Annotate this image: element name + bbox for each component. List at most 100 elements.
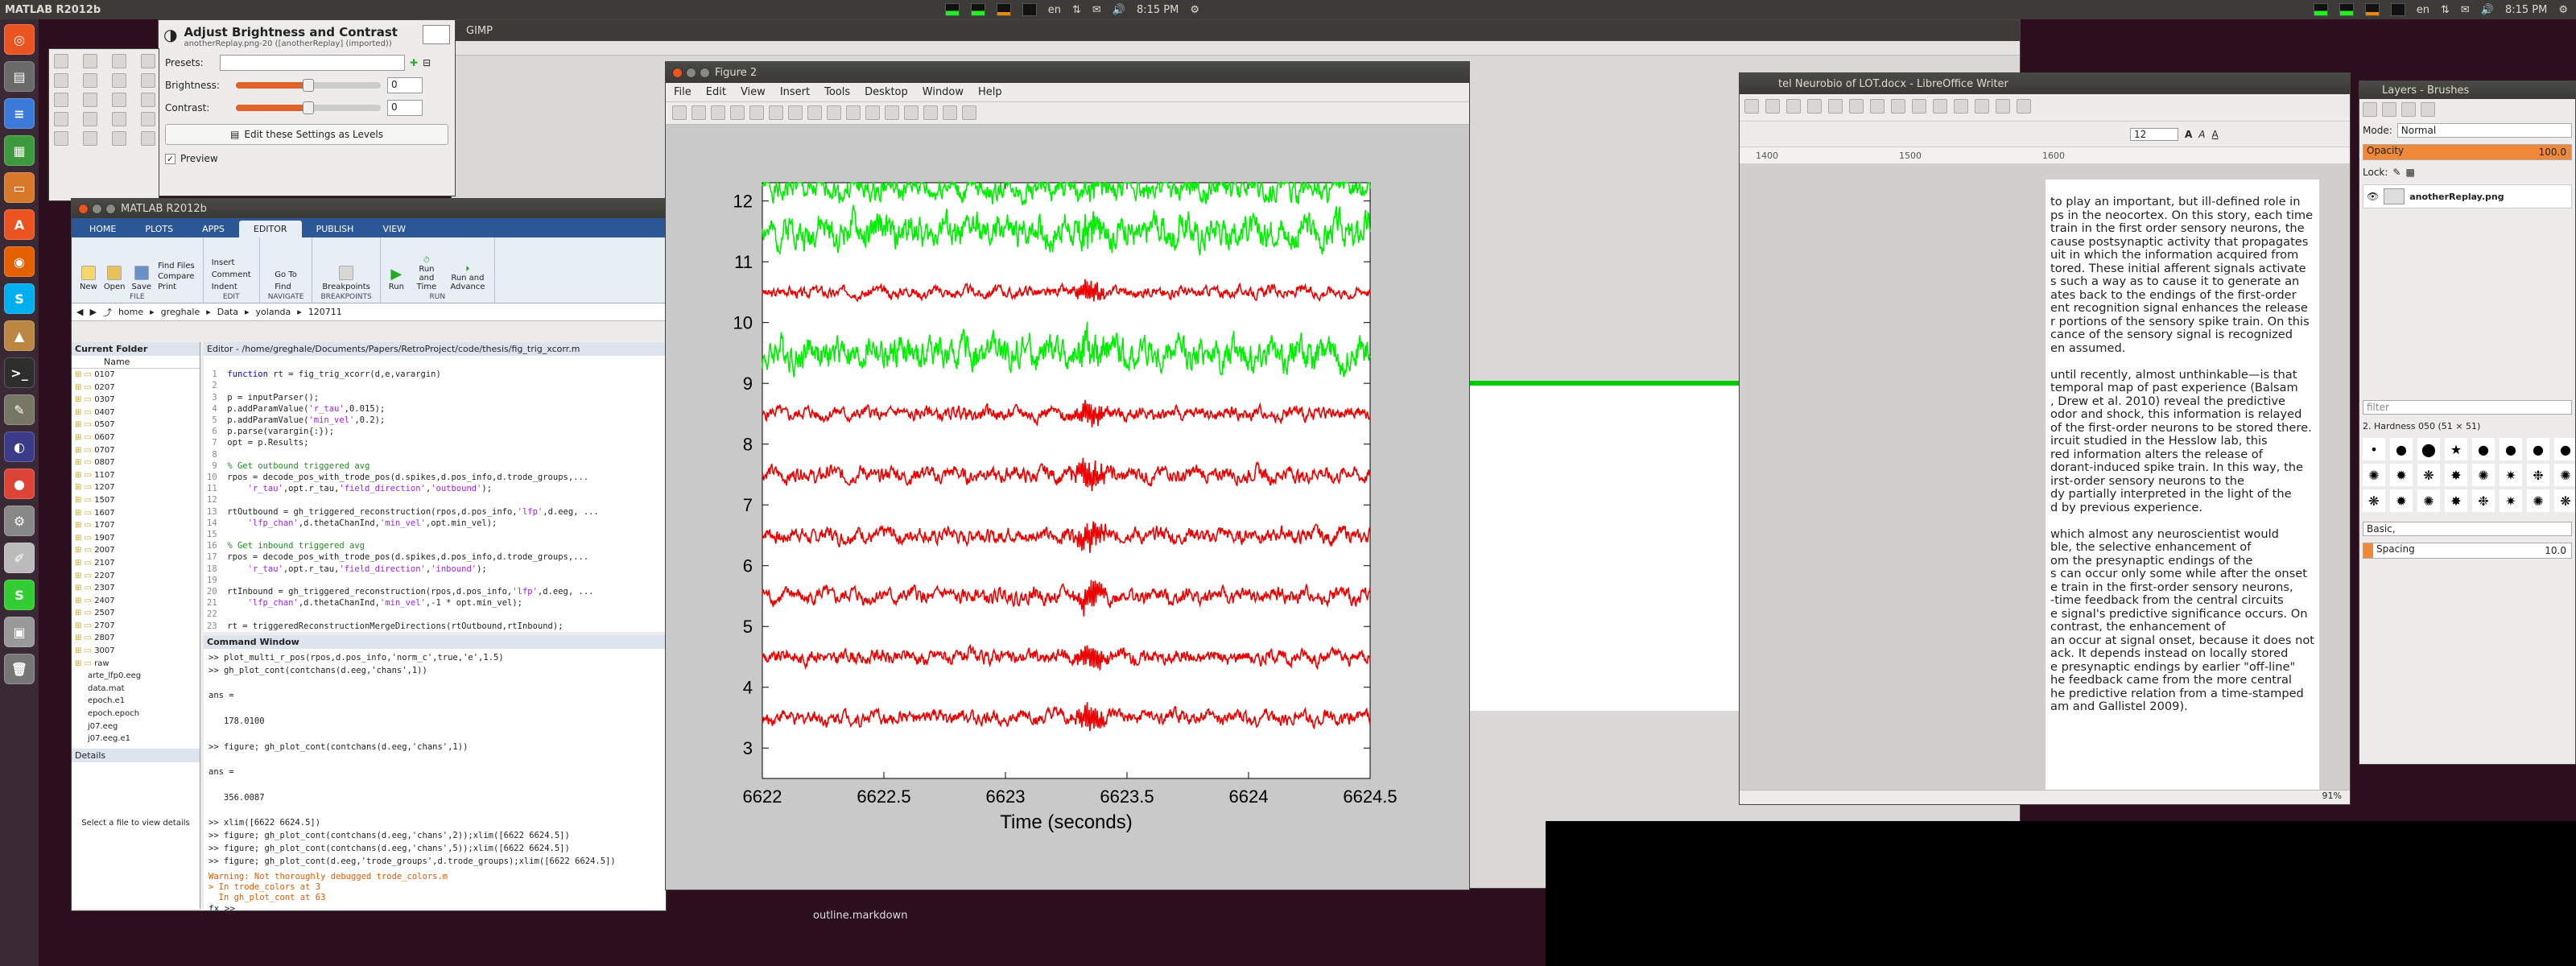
eraser-icon[interactable] [54, 131, 68, 146]
folder-item[interactable]: ⊞ ▭ 2507 [75, 607, 200, 620]
contrast-handle[interactable] [303, 101, 314, 114]
folder-item[interactable]: ⊞ ▭ 0607 [75, 431, 200, 444]
show-tools-icon[interactable] [962, 105, 976, 120]
layer-name[interactable]: anotherReplay.png [2409, 191, 2504, 202]
text-icon[interactable] [141, 93, 155, 107]
pencil-icon[interactable] [112, 112, 126, 126]
menu-insert[interactable]: Insert [779, 86, 811, 98]
brush-texture-icon[interactable]: ✷ [2500, 489, 2522, 512]
brush-texture-icon[interactable]: ✹ [2390, 464, 2413, 486]
gear-icon[interactable]: ⚙ [2558, 3, 2568, 16]
folder-item[interactable]: ⊞ ▭ 2207 [75, 570, 200, 583]
network-graph-icon[interactable] [996, 3, 1011, 16]
keyboard-layout-indicator[interactable]: en [1047, 3, 1061, 16]
brightness-slider[interactable] [236, 79, 381, 92]
brush-texture-icon[interactable]: ❉ [2527, 464, 2549, 486]
menu-help[interactable]: Help [978, 86, 1002, 98]
brightness-handle[interactable] [303, 79, 314, 92]
brush-texture-icon[interactable]: ❉ [2472, 489, 2495, 512]
gimp-icon[interactable]: ✎ [4, 394, 35, 425]
skype-icon[interactable]: S [4, 283, 35, 314]
find-button[interactable]: Find [275, 283, 291, 291]
brush-texture-icon[interactable]: ❋ [2417, 464, 2440, 486]
zoom-level[interactable]: 91% [2322, 791, 2342, 801]
pan-icon[interactable] [807, 105, 822, 120]
run-button[interactable]: ▶ Run [389, 266, 404, 291]
copy-icon[interactable] [1975, 99, 1989, 114]
brush-dot-icon[interactable]: ⬤ [2417, 438, 2440, 460]
folder-item[interactable]: ⊞ ▭ 1107 [75, 469, 200, 482]
brush-texture-icon[interactable]: ✺ [2527, 489, 2549, 512]
brush-dot-icon[interactable]: ● [2527, 438, 2549, 460]
fuzzy-select-icon[interactable] [141, 54, 155, 68]
mail-icon[interactable]: ✉ [1092, 3, 1101, 16]
zoom-icon[interactable] [112, 93, 126, 107]
brush-texture-icon[interactable]: ✹ [2390, 489, 2413, 512]
folder-item[interactable]: ⊞ ▭ 0207 [75, 382, 200, 394]
ellipse-select-icon[interactable] [83, 54, 97, 68]
folder-item[interactable]: ⊞ ▭ raw [75, 658, 200, 671]
menu-tools[interactable]: Tools [824, 86, 851, 98]
address-bar[interactable]: ◀ ▶ ⤴ home ▸ greghale ▸ Data ▸ yolanda ▸ 120711 [72, 303, 666, 321]
dash-home-icon[interactable]: ◎ [4, 24, 35, 55]
file-item[interactable]: arte_lfp0.eeg [88, 671, 142, 681]
save-button[interactable]: Save [132, 266, 151, 291]
paste-icon[interactable] [1996, 99, 2010, 114]
maximize-icon[interactable] [105, 203, 116, 214]
opacity-slider[interactable]: Opacity 100.0 [2363, 144, 2572, 160]
font-size-box[interactable]: 12 [2130, 127, 2178, 141]
underline-icon[interactable]: A [2211, 128, 2219, 140]
preview-icon[interactable] [1891, 99, 1905, 114]
file-item[interactable]: epoch.epoch [88, 709, 140, 719]
up-folder-icon[interactable]: ⤴ [102, 307, 112, 318]
preview-checkbox[interactable]: ✓ [165, 153, 175, 164]
open-button[interactable]: Open [104, 266, 126, 291]
eeg-trace-chart[interactable]: 6622 6622.5 6623 6623.5 6624 6624.5 3 4 5 6 7 8 9 10 1… [666, 134, 1470, 890]
brush-dot-icon[interactable]: • [2363, 438, 2385, 460]
rotate-icon[interactable] [827, 105, 841, 120]
open-icon[interactable] [1765, 99, 1780, 114]
folder-item[interactable]: ⊞ ▭ 0507 [75, 419, 200, 431]
network-icon[interactable]: ⇅ [2440, 3, 2450, 16]
close-icon[interactable] [672, 67, 683, 78]
path-segment[interactable]: home [118, 307, 144, 317]
brush-texture-icon[interactable]: ✺ [2417, 489, 2440, 512]
save-icon[interactable] [1786, 99, 1801, 114]
email-icon[interactable] [1807, 99, 1822, 114]
clock[interactable]: 8:15 PM [1136, 3, 1179, 16]
folder-item[interactable]: ⊞ ▭ 2107 [75, 557, 200, 570]
menu-edit[interactable]: Edit [705, 86, 726, 98]
minimize-icon[interactable] [92, 203, 102, 214]
brush-filter-input[interactable]: filter [2363, 400, 2572, 415]
new-button[interactable]: New [80, 266, 97, 291]
find-files-button[interactable]: Find Files [158, 262, 195, 270]
terminal-icon[interactable]: >_ [4, 357, 35, 388]
file-item[interactable]: j07.eeg [88, 721, 118, 731]
brush-texture-icon[interactable]: ✸ [2445, 489, 2467, 512]
new-figure-icon[interactable] [672, 105, 687, 120]
folder-item[interactable]: ⊞ ▭ 1607 [75, 507, 200, 520]
lock-pixels-icon[interactable]: ✎ [2392, 167, 2401, 178]
spreadsheet-icon[interactable]: ▦ [4, 135, 35, 166]
paths-icon[interactable] [54, 93, 68, 107]
folder-item[interactable]: ⊞ ▭ 0307 [75, 394, 200, 407]
name-column-header[interactable]: Name [72, 356, 200, 369]
rotate-icon[interactable] [112, 73, 126, 88]
bold-icon[interactable]: A [2185, 128, 2193, 140]
chrome-icon[interactable]: ● [4, 469, 35, 499]
eye-icon[interactable]: 👁 [2367, 191, 2380, 202]
brightness-value[interactable]: 0 [387, 77, 423, 93]
folder-item[interactable]: ⊞ ▭ 0707 [75, 444, 200, 457]
brush-texture-icon[interactable]: ❋ [2363, 489, 2385, 512]
move-icon[interactable] [54, 73, 68, 88]
eclipse-icon[interactable]: ◐ [4, 431, 35, 462]
brush-texture-icon[interactable]: ❋ [2554, 489, 2575, 512]
folder-item[interactable]: ⊞ ▭ 3007 [75, 645, 200, 658]
cpu-graph-icon[interactable] [944, 3, 960, 16]
tab-publish[interactable]: PUBLISH [316, 224, 354, 234]
contrast-slider[interactable] [236, 101, 381, 114]
software-center-icon[interactable]: A [4, 209, 35, 240]
edit-as-levels-button[interactable]: ▤ Edit these Settings as Levels [165, 124, 448, 145]
pdf-icon[interactable] [1849, 99, 1864, 114]
comment-button[interactable]: Comment [211, 270, 251, 279]
